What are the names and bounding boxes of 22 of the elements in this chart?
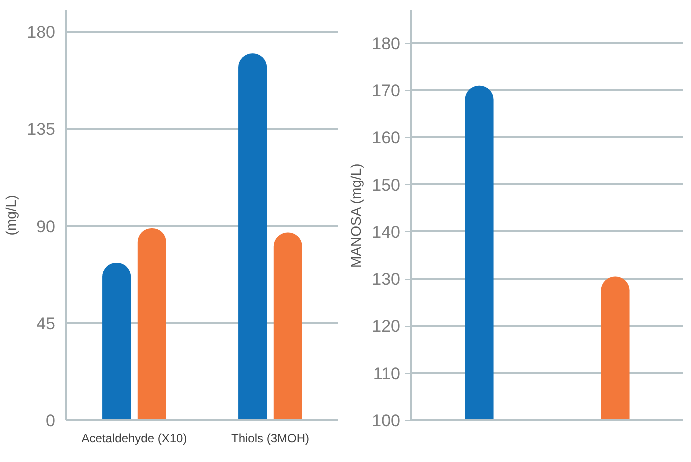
- bar: [138, 228, 166, 420]
- y-tick-label: 180: [372, 34, 401, 54]
- bar: [102, 262, 132, 420]
- y-tick-label: 130: [372, 270, 401, 290]
- bar: [238, 54, 268, 420]
- y-tick-label: 110: [373, 364, 401, 384]
- y-axis-title: MANOSA (mg/L): [348, 164, 364, 268]
- y-axis-title: (mg/L): [3, 195, 20, 236]
- y-tick-label: 140: [372, 222, 401, 242]
- y-tick-label: 120: [372, 317, 401, 336]
- y-tick-label: 45: [36, 314, 56, 334]
- y-tick-label: 180: [27, 23, 56, 42]
- bar: [274, 232, 302, 420]
- y-tick-label: 170: [372, 82, 401, 101]
- x-tick-label: Thiols (3MOH): [231, 432, 310, 446]
- y-tick-label: 90: [36, 217, 56, 236]
- y-tick-label: 0: [46, 412, 56, 430]
- x-tick-label: Acetaldehyde (X10): [82, 432, 188, 446]
- y-tick-label: 135: [27, 120, 56, 140]
- y-tick-label: 150: [372, 176, 401, 195]
- y-tick-label: 160: [372, 128, 401, 148]
- y-tick-label: 100: [372, 412, 401, 430]
